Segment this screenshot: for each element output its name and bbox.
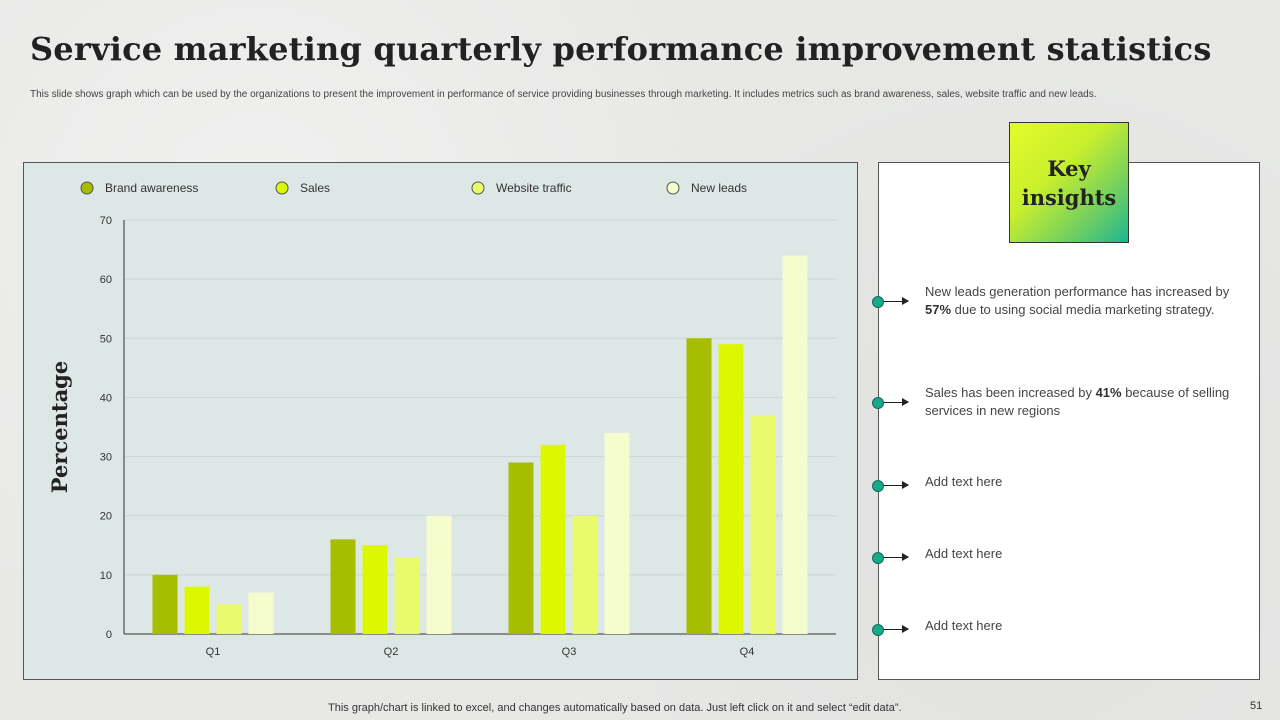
bar-website-traffic-q4 [750,415,776,634]
insight-text: Add text here [925,618,1003,633]
bar-sales-q1 [184,586,210,634]
y-tick-label: 30 [100,452,112,464]
legend-marker-icon [275,181,289,195]
bar-new-leads-q2 [426,515,452,634]
y-tick-label: 50 [100,333,112,345]
legend-label: Website traffic [496,181,572,195]
bar-brand-awareness-q1 [152,574,178,634]
bar-sales-q3 [540,444,566,634]
bar-website-traffic-q3 [572,515,598,634]
bar-chart[interactable]: 0 10 20 30 40 50 60 70 Percentage Q1 Q2 Q3 Q4 Brand a… [24,163,859,681]
x-tick-label: Q3 [562,646,577,658]
arrow-right-icon [884,481,909,489]
y-tick-label: 20 [100,511,112,523]
y-tick-label: 60 [100,274,112,286]
legend-marker-icon [80,181,94,195]
bullet-dot-icon [872,624,884,636]
y-tick-label: 10 [100,570,112,582]
bar-brand-awareness-q4 [686,338,712,634]
y-tick-label: 70 [100,215,112,227]
bar-sales-q2 [362,545,388,634]
bullet-dot-icon [872,552,884,564]
x-tick-label: Q1 [206,646,221,658]
footer-note: This graph/chart is linked to excel, and… [328,702,902,714]
slide-title: Service marketing quarterly performance … [30,30,1212,68]
insight-text: Add text here [925,546,1003,561]
y-tick-label: 40 [100,392,112,404]
key-insights-heading: Key insights [1021,155,1117,210]
y-tick-label: 0 [106,629,112,641]
bar-sales-q4 [718,344,744,634]
bullet-dot-icon [872,397,884,409]
x-tick-label: Q4 [740,646,755,658]
page-number: 51 [1250,700,1263,712]
legend-marker-icon [471,181,485,195]
y-axis-label: Percentage [47,361,72,493]
bar-website-traffic-q2 [394,557,420,634]
key-insights-box: Key insights [1009,122,1129,243]
insights-panel [878,162,1260,680]
bullet-dot-icon [872,480,884,492]
insight-text: Add text here [925,474,1003,489]
arrow-right-icon [884,625,909,633]
bar-website-traffic-q1 [216,604,242,634]
arrow-right-icon [884,553,909,561]
bar-new-leads-q4 [782,255,808,634]
insight-text: Sales has been increased by 41% because … [925,385,1230,418]
legend-label: New leads [691,181,747,195]
arrow-right-icon [884,297,909,305]
arrow-right-icon [884,398,909,406]
bullet-dot-icon [872,296,884,308]
slide-subtitle: This slide shows graph which can be used… [30,89,1097,100]
insight-text: New leads generation performance has inc… [925,284,1230,317]
x-tick-label: Q2 [384,646,399,658]
chart-panel: 0 10 20 30 40 50 60 70 Percentage Q1 Q2 Q3 Q4 Brand a… [23,162,858,680]
legend-label: Brand awareness [105,181,198,195]
bar-brand-awareness-q2 [330,539,356,634]
bar-brand-awareness-q3 [508,462,534,634]
legend-marker-icon [666,181,680,195]
legend-label: Sales [300,181,330,195]
bar-new-leads-q1 [248,592,274,634]
bar-new-leads-q3 [604,432,630,634]
